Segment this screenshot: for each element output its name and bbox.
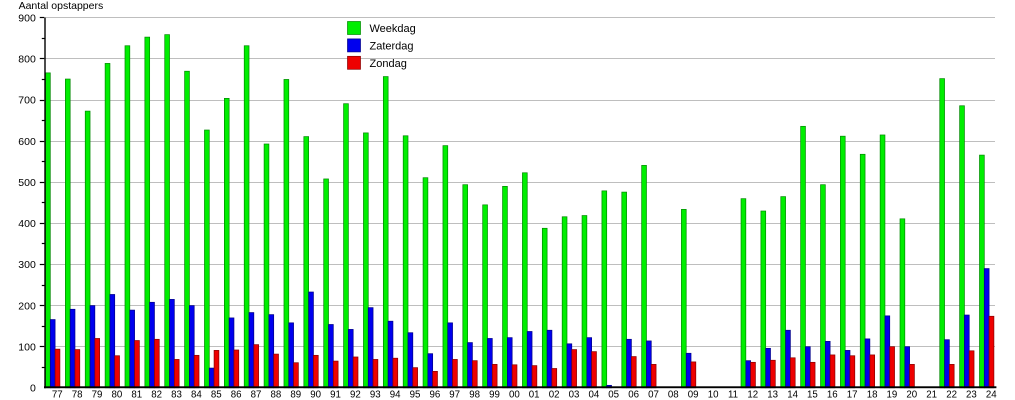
svg-text:800: 800 xyxy=(18,54,36,66)
svg-text:03: 03 xyxy=(569,390,580,400)
svg-text:17: 17 xyxy=(847,390,858,400)
svg-text:07: 07 xyxy=(648,390,659,400)
svg-text:23: 23 xyxy=(966,390,977,400)
svg-text:14: 14 xyxy=(787,390,798,400)
svg-text:88: 88 xyxy=(271,390,282,400)
svg-text:06: 06 xyxy=(628,390,639,400)
svg-text:18: 18 xyxy=(867,390,878,400)
svg-text:08: 08 xyxy=(668,390,679,400)
svg-text:02: 02 xyxy=(549,390,560,400)
svg-text:10: 10 xyxy=(708,390,719,400)
svg-text:19: 19 xyxy=(887,390,898,400)
svg-text:900: 900 xyxy=(18,13,36,25)
svg-text:86: 86 xyxy=(231,390,242,400)
svg-text:98: 98 xyxy=(469,390,480,400)
svg-text:85: 85 xyxy=(211,390,222,400)
svg-text:Zaterdag: Zaterdag xyxy=(370,41,414,53)
svg-text:0: 0 xyxy=(30,383,36,395)
svg-text:97: 97 xyxy=(449,390,460,400)
svg-text:95: 95 xyxy=(410,390,421,400)
svg-text:09: 09 xyxy=(688,390,699,400)
svg-text:500: 500 xyxy=(18,177,36,189)
svg-text:11: 11 xyxy=(728,390,738,400)
svg-text:96: 96 xyxy=(430,390,441,400)
svg-text:300: 300 xyxy=(18,259,36,271)
svg-text:93: 93 xyxy=(370,390,381,400)
svg-text:22: 22 xyxy=(946,390,957,400)
svg-text:89: 89 xyxy=(290,390,301,400)
svg-text:87: 87 xyxy=(251,390,262,400)
svg-text:99: 99 xyxy=(489,390,500,400)
svg-text:16: 16 xyxy=(827,390,838,400)
svg-text:200: 200 xyxy=(18,300,36,312)
svg-text:Aantal opstappers: Aantal opstappers xyxy=(19,0,104,12)
svg-text:13: 13 xyxy=(767,390,778,400)
svg-text:77: 77 xyxy=(52,390,63,400)
svg-text:04: 04 xyxy=(589,390,600,400)
svg-text:79: 79 xyxy=(92,390,103,400)
svg-text:400: 400 xyxy=(18,218,36,230)
svg-text:81: 81 xyxy=(131,390,142,400)
svg-text:91: 91 xyxy=(330,390,341,400)
svg-text:94: 94 xyxy=(390,390,401,400)
svg-text:100: 100 xyxy=(18,341,36,353)
svg-text:01: 01 xyxy=(529,390,540,400)
svg-text:78: 78 xyxy=(72,390,83,400)
svg-text:12: 12 xyxy=(747,390,758,400)
svg-text:83: 83 xyxy=(171,390,182,400)
svg-text:Weekdag: Weekdag xyxy=(370,23,416,35)
svg-text:82: 82 xyxy=(151,390,162,400)
svg-text:20: 20 xyxy=(906,390,917,400)
svg-text:Zondag: Zondag xyxy=(370,58,407,70)
svg-text:92: 92 xyxy=(350,390,361,400)
svg-text:15: 15 xyxy=(807,390,818,400)
svg-text:84: 84 xyxy=(191,390,202,400)
svg-text:600: 600 xyxy=(18,136,36,148)
svg-text:90: 90 xyxy=(310,390,321,400)
svg-text:24: 24 xyxy=(986,390,997,400)
svg-text:05: 05 xyxy=(608,390,619,400)
svg-text:00: 00 xyxy=(509,390,520,400)
svg-text:21: 21 xyxy=(926,390,937,400)
svg-text:700: 700 xyxy=(18,95,36,107)
svg-text:80: 80 xyxy=(112,390,123,400)
